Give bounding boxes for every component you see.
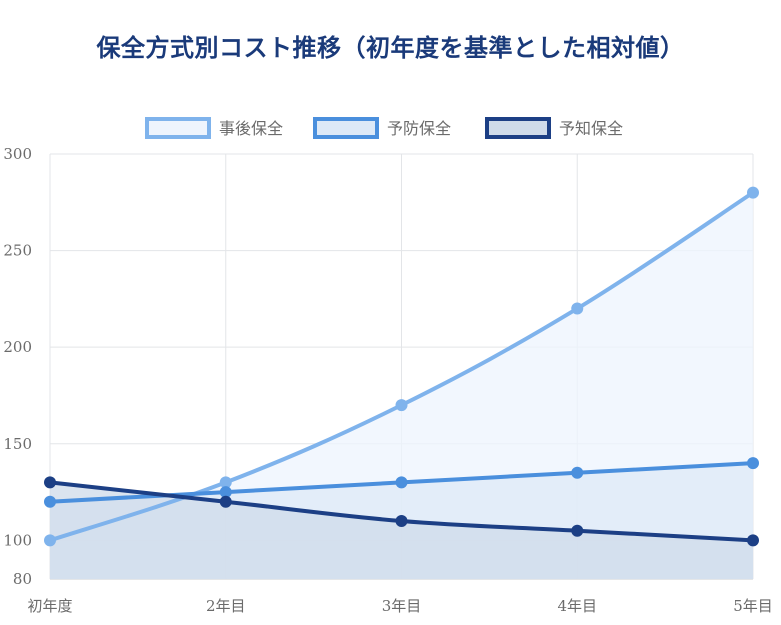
x-tick-label: 4年目	[557, 597, 597, 615]
legend: 事後保全 予防保全 予知保全	[145, 117, 623, 139]
data-point	[571, 524, 584, 537]
data-point	[44, 476, 56, 489]
x-tick-label: 初年度	[27, 597, 72, 615]
y-axis-ticks: 80 100 150 200 250 300	[3, 145, 32, 588]
y-tick-label: 300	[3, 145, 32, 163]
legend-label: 予知保全	[559, 119, 623, 138]
y-tick-label: 250	[3, 242, 32, 260]
x-tick-label: 5年目	[733, 597, 773, 615]
x-tick-label: 2年目	[206, 597, 246, 615]
data-point	[395, 476, 408, 489]
data-point	[747, 534, 759, 547]
legend-swatch	[145, 117, 211, 139]
data-point	[219, 495, 232, 508]
y-tick-label: 100	[3, 531, 32, 549]
data-point	[44, 495, 56, 508]
data-point	[747, 186, 759, 199]
data-point	[747, 457, 759, 470]
legend-label: 予防保全	[387, 119, 451, 138]
chart-title: 保全方式別コスト推移（初年度を基準とした相対値）	[96, 34, 685, 62]
y-tick-label: 200	[3, 338, 32, 356]
legend-swatch	[313, 117, 379, 139]
y-tick-label: 80	[13, 570, 32, 588]
data-point	[219, 486, 232, 499]
data-point	[395, 515, 408, 528]
data-point	[571, 466, 584, 479]
data-point	[571, 302, 584, 315]
x-tick-label: 3年目	[382, 597, 422, 615]
data-point	[219, 476, 232, 489]
x-axis-ticks: 初年度 2年目 3年目 4年目 5年目	[27, 597, 772, 615]
legend-label: 事後保全	[219, 119, 283, 138]
legend-swatch	[485, 117, 551, 139]
y-tick-label: 150	[3, 435, 32, 453]
data-point	[395, 399, 408, 412]
series-points	[44, 186, 759, 547]
data-point	[44, 534, 56, 547]
